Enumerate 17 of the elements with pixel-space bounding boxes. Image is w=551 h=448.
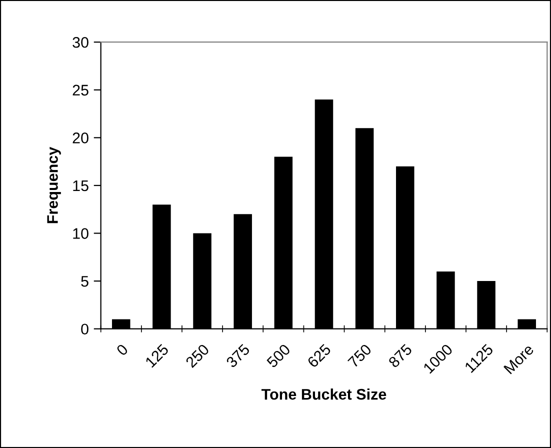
y-tick-label: 10 <box>73 228 88 239</box>
x-tick-label: 250 <box>185 343 210 368</box>
y-tick-label: 20 <box>72 132 88 144</box>
x-tick-label: 500 <box>266 343 291 368</box>
y-axis-title: Frequency <box>47 146 61 224</box>
x-tick-label: 0 <box>116 343 129 356</box>
y-tick-label: 5 <box>81 276 88 287</box>
x-tick-label: 750 <box>347 343 372 368</box>
x-tick-label: 875 <box>388 343 413 368</box>
y-tick-label: 30 <box>72 36 88 48</box>
x-tick-label: 625 <box>306 343 332 368</box>
y-tick-label: 15 <box>73 180 88 192</box>
x-axis-title: Tone Bucket Size <box>261 388 386 400</box>
y-tick-label: 0 <box>81 324 88 335</box>
y-tick-label: 25 <box>72 84 88 96</box>
x-tick-label: 125 <box>144 343 170 368</box>
x-tick-label: 375 <box>226 343 250 368</box>
